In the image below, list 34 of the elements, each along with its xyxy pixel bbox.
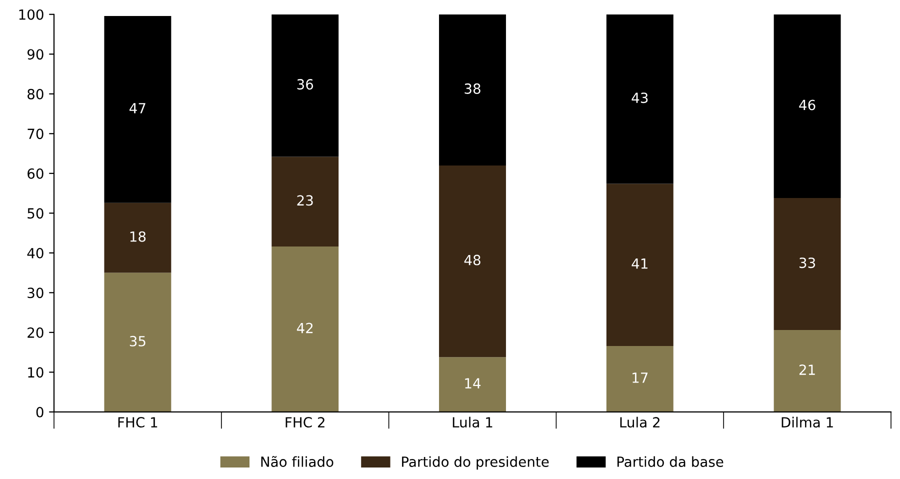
data-label: 41 — [632, 258, 648, 269]
data-label: 36 — [297, 79, 314, 90]
y-tick-label: 10 — [28, 367, 44, 378]
data-label: 14 — [465, 378, 481, 388]
y-tick-label: 100 — [19, 9, 44, 20]
data-label: 35 — [130, 336, 146, 346]
x-tick-label: Dilma 1 — [782, 416, 833, 428]
data-label: 47 — [130, 103, 146, 114]
data-label: 21 — [799, 364, 815, 375]
y-tick-label: 50 — [28, 208, 44, 219]
y-tick-label: 70 — [28, 128, 44, 140]
y-tick-label: 40 — [27, 248, 44, 258]
x-tick-label: Lula 1 — [452, 416, 492, 428]
y-tick-label: 60 — [28, 168, 44, 179]
x-tick-label: FHC 1 — [118, 417, 158, 428]
data-label: 18 — [130, 231, 146, 242]
data-label: 46 — [799, 100, 816, 110]
y-tick-label: 90 — [27, 49, 44, 60]
data-label: 42 — [296, 322, 313, 334]
legend-label: Partido do presidente — [402, 456, 549, 470]
data-label: 43 — [632, 92, 648, 104]
data-label: 17 — [632, 372, 648, 383]
legend-label: Não filiado — [261, 456, 334, 467]
y-tick-label: 80 — [28, 88, 44, 100]
x-tick-label: FHC 2 — [286, 417, 324, 428]
y-tick-label: 20 — [28, 327, 44, 338]
legend-label: Partido da base — [617, 456, 724, 467]
y-tick-label: 0 — [36, 406, 44, 418]
y-tick-label: 30 — [28, 288, 44, 298]
data-label: 33 — [800, 258, 816, 268]
data-label: 38 — [464, 83, 480, 94]
x-tick-label: Lula 2 — [620, 416, 660, 428]
data-label: 23 — [297, 195, 313, 206]
data-label: 48 — [464, 254, 480, 266]
